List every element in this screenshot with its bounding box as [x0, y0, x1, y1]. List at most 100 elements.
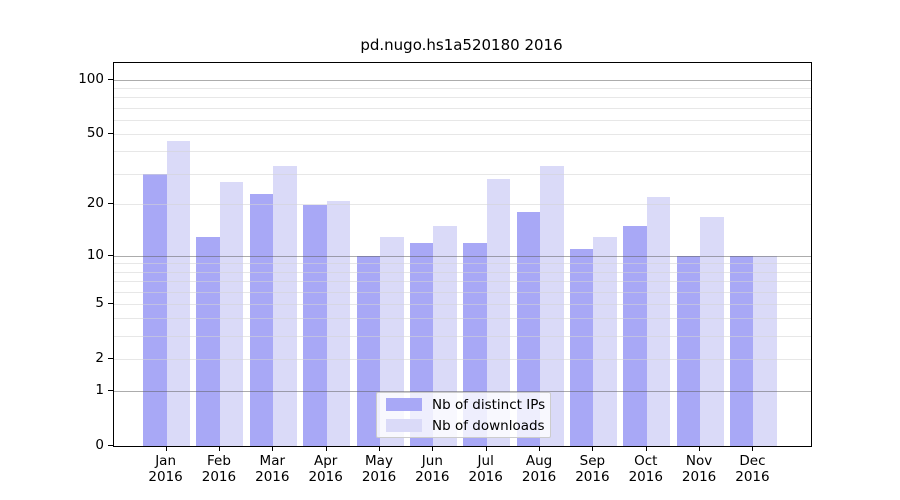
minor-gridline — [114, 151, 811, 153]
chart-title: pd.nugo.hs1a520180 2016 — [360, 36, 563, 54]
downloads-swatch — [386, 419, 422, 432]
x-tick-year: 2016 — [735, 469, 770, 485]
x-tick-month: Jun — [421, 453, 443, 469]
y-tick-mark — [108, 390, 113, 392]
x-tick-label-mar: Mar 2016 — [242, 453, 302, 485]
legend-label: Nb of distinct IPs — [432, 396, 546, 413]
bar-nov-downloads — [700, 216, 724, 446]
legend-label: Nb of downloads — [432, 417, 545, 434]
x-tick-label-apr: Apr 2016 — [296, 453, 356, 485]
y-tick-label: 2 — [95, 349, 104, 366]
minor-gridline — [114, 281, 811, 283]
minor-gridline — [114, 318, 811, 320]
x-tick-month: Jan — [155, 453, 176, 469]
minor-gridline — [114, 336, 811, 338]
x-tick-month: Oct — [634, 453, 658, 469]
x-tick-mark — [379, 446, 380, 451]
y-tick-mark — [108, 445, 113, 446]
bar-apr-downloads — [326, 200, 351, 446]
y-tick-mark — [108, 302, 113, 304]
minor-gridline — [114, 291, 811, 293]
legend-item-downloads: Nb of downloads — [377, 417, 550, 434]
x-tick-mark — [218, 446, 220, 451]
x-tick-mark — [539, 446, 541, 451]
x-tick-mark — [752, 446, 754, 451]
bar-jan-distinct-ips — [143, 173, 167, 446]
bar-oct-downloads — [646, 197, 671, 446]
bar-aug-distinct-ips — [516, 212, 541, 446]
x-tick-month: Apr — [313, 453, 338, 469]
x-tick-year: 2016 — [628, 469, 663, 485]
x-tick-mark — [699, 446, 701, 451]
y-tick-mark — [108, 254, 113, 256]
plot-area: Nb of distinct IPs Nb of downloads — [113, 62, 812, 447]
x-tick-label-jan: Jan 2016 — [136, 453, 196, 485]
major-gridline — [114, 79, 811, 81]
y-tick-label: 5 — [95, 294, 104, 311]
legend: Nb of distinct IPs Nb of downloads — [376, 392, 551, 438]
y-tick-label: 0 — [95, 437, 104, 453]
minor-gridline — [114, 97, 811, 99]
minor-gridline — [114, 173, 811, 175]
x-tick-year: 2016 — [681, 469, 717, 485]
x-tick-year: 2016 — [361, 469, 397, 485]
y-tick-label: 100 — [78, 70, 104, 87]
x-tick-month: Aug — [525, 453, 553, 469]
x-tick-year: 2016 — [255, 469, 290, 485]
y-tick-label: 50 — [86, 125, 104, 142]
x-tick-label-feb: Feb 2016 — [189, 453, 249, 485]
y-tick-mark — [108, 78, 113, 80]
y-tick-mark — [108, 203, 113, 205]
x-tick-year: 2016 — [148, 469, 183, 485]
bar-sep-distinct-ips — [569, 248, 594, 446]
bar-nov-distinct-ips — [676, 255, 701, 446]
minor-gridline — [114, 263, 811, 265]
x-tick-year: 2016 — [415, 469, 450, 485]
x-tick-mark — [325, 446, 327, 451]
x-tick-mark — [165, 446, 167, 451]
major-gridline — [114, 391, 811, 393]
legend-item-distinct-ips: Nb of distinct IPs — [377, 396, 550, 413]
minor-gridline — [114, 271, 811, 273]
x-tick-month: Jul — [477, 453, 494, 469]
x-tick-year: 2016 — [201, 469, 237, 485]
bar-may-distinct-ips — [356, 255, 380, 446]
x-tick-month: Sep — [579, 453, 606, 469]
minor-gridline — [114, 119, 811, 121]
x-tick-label-may: May 2016 — [349, 453, 409, 485]
bar-mar-downloads — [273, 166, 297, 446]
x-tick-label-sep: Sep 2016 — [562, 453, 622, 485]
x-tick-year: 2016 — [575, 469, 610, 485]
y-tick-label: 20 — [86, 195, 104, 212]
x-tick-month: Feb — [206, 453, 231, 469]
y-tick-mark — [108, 133, 113, 135]
x-tick-label-dec: Dec 2016 — [722, 453, 782, 485]
x-tick-year: 2016 — [308, 469, 343, 485]
x-tick-mark — [485, 446, 487, 451]
minor-gridline — [114, 134, 811, 136]
x-tick-label-jul: Jul 2016 — [456, 453, 516, 485]
bar-feb-distinct-ips — [196, 236, 220, 446]
x-tick-mark — [272, 446, 274, 451]
bar-jan-downloads — [166, 140, 191, 446]
bar-dec-distinct-ips — [729, 255, 754, 446]
minor-gridline — [114, 204, 811, 206]
major-gridline — [114, 255, 811, 257]
x-tick-label-nov: Nov 2016 — [669, 453, 729, 485]
x-tick-year: 2016 — [468, 469, 503, 485]
minor-gridline — [114, 88, 811, 90]
distinct-ips-swatch — [386, 398, 422, 411]
x-tick-label-aug: Aug 2016 — [509, 453, 569, 485]
y-tick-label: 1 — [95, 382, 104, 399]
minor-gridline — [114, 358, 811, 360]
x-tick-mark — [592, 446, 594, 451]
bar-apr-distinct-ips — [303, 204, 327, 446]
x-tick-mark — [645, 446, 647, 451]
bar-feb-downloads — [219, 181, 244, 446]
bar-sep-downloads — [593, 236, 617, 446]
x-tick-month: Mar — [259, 453, 286, 469]
y-tick-mark — [108, 357, 113, 359]
bar-mar-distinct-ips — [249, 193, 274, 446]
x-tick-year: 2016 — [521, 469, 557, 485]
